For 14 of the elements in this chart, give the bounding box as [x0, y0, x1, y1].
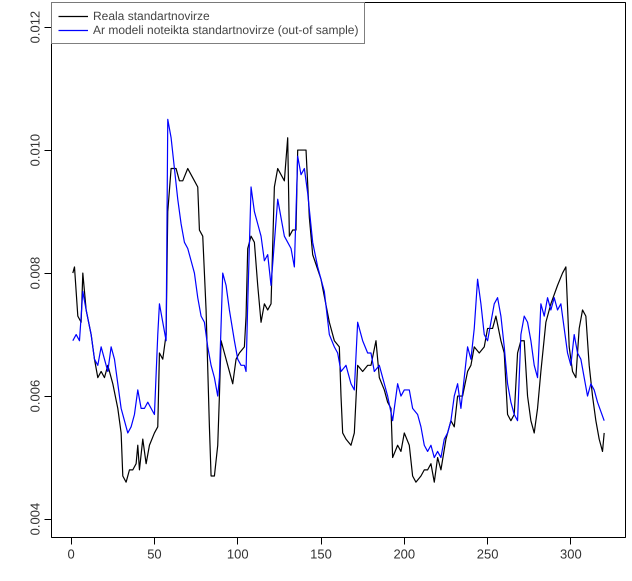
x-tick-label: 50 [147, 546, 162, 562]
y-tick-label: 0.010 [28, 134, 42, 166]
y-tick-label: 0.012 [28, 10, 42, 44]
legend-label: Reala standartnovirze [93, 9, 210, 23]
y-tick-label: 0.006 [28, 380, 42, 412]
x-tick-label: 150 [310, 546, 332, 562]
legend-label: Ar modeli noteikta standartnovirze (out-of sample) [93, 23, 358, 37]
x-tick-label: 300 [560, 546, 582, 562]
x-tick-label: 0 [68, 546, 75, 562]
x-tick-label: 250 [476, 546, 498, 562]
x-tick-label: 200 [393, 546, 416, 562]
x-tick-label: 100 [226, 546, 249, 562]
y-tick-label: 0.004 [28, 502, 42, 536]
y-tick-label: 0.008 [28, 256, 42, 290]
